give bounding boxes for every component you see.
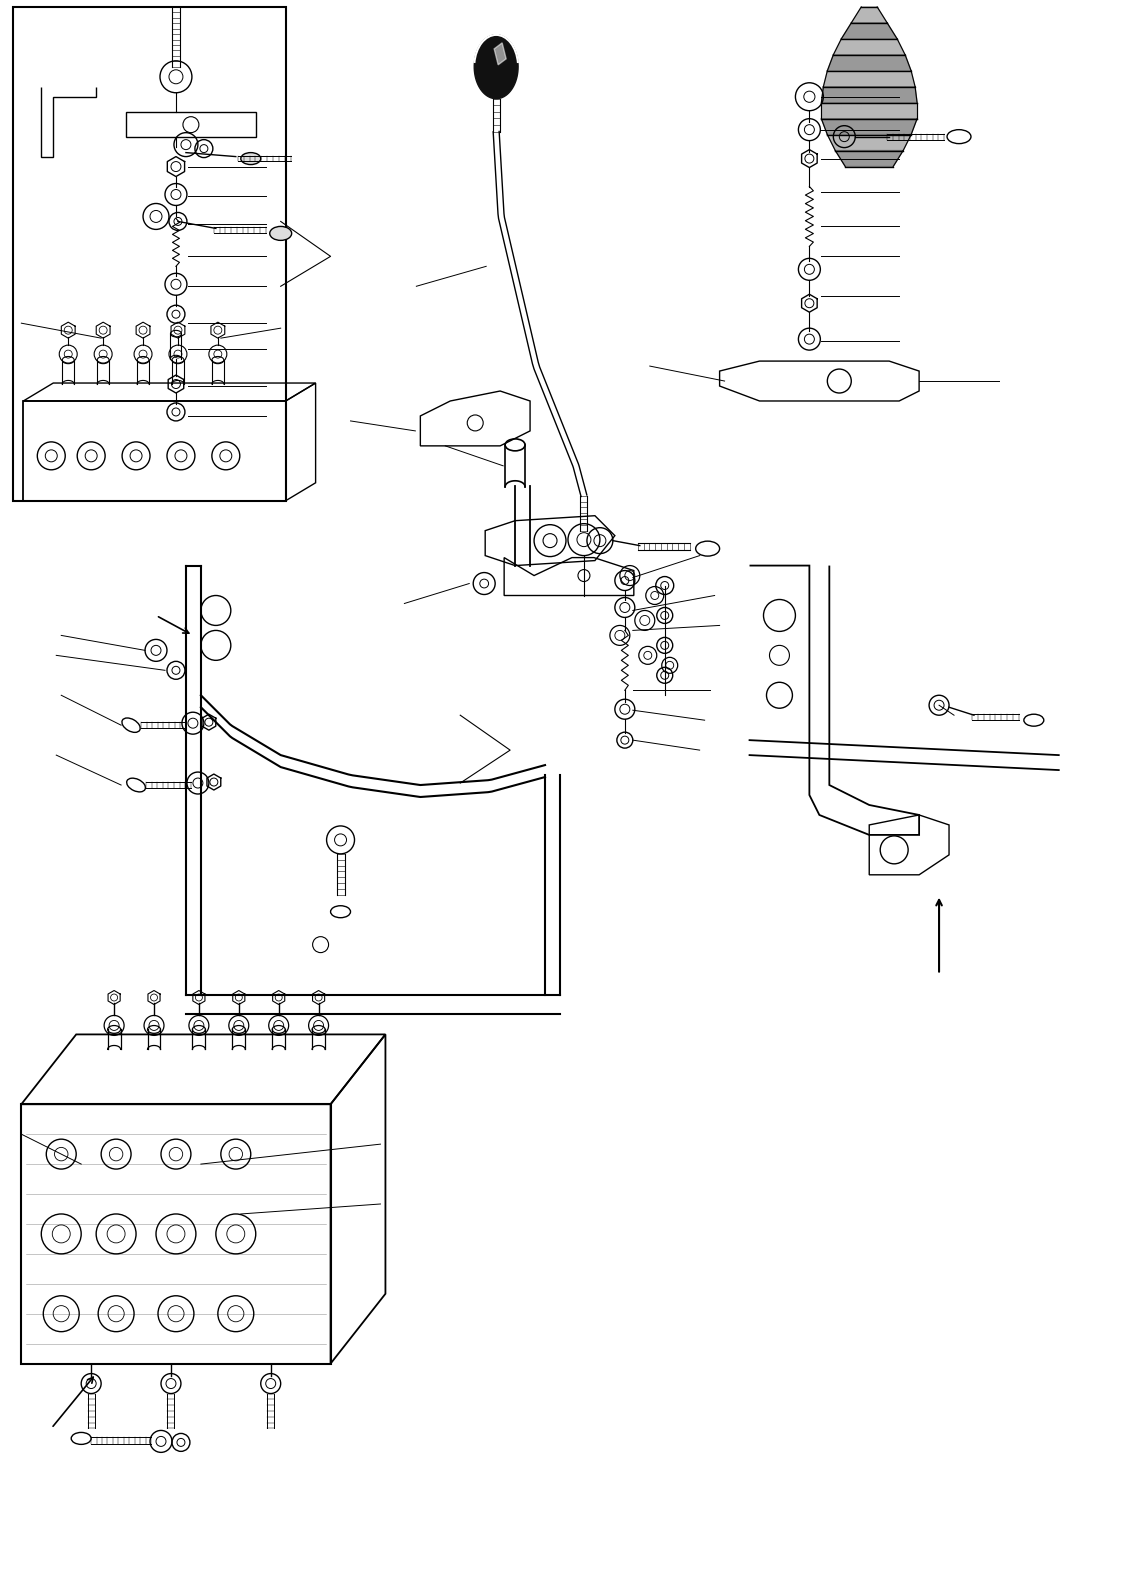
Polygon shape [834, 38, 905, 54]
Polygon shape [824, 70, 916, 86]
Bar [13, 6, 286, 501]
Ellipse shape [1024, 715, 1043, 726]
Ellipse shape [696, 541, 719, 557]
Bar [24, 400, 286, 501]
Polygon shape [494, 43, 506, 65]
Ellipse shape [122, 718, 140, 732]
Ellipse shape [269, 226, 292, 241]
Polygon shape [852, 6, 888, 22]
Polygon shape [821, 118, 917, 134]
Ellipse shape [331, 906, 350, 917]
Bar [21, 1104, 331, 1364]
Polygon shape [827, 54, 911, 70]
Polygon shape [821, 86, 917, 102]
Polygon shape [821, 102, 917, 118]
Ellipse shape [947, 129, 971, 144]
Polygon shape [475, 35, 518, 99]
Polygon shape [835, 150, 903, 166]
Polygon shape [827, 134, 911, 150]
Polygon shape [842, 22, 898, 38]
Ellipse shape [127, 778, 146, 791]
Ellipse shape [71, 1432, 91, 1445]
Ellipse shape [241, 153, 260, 164]
